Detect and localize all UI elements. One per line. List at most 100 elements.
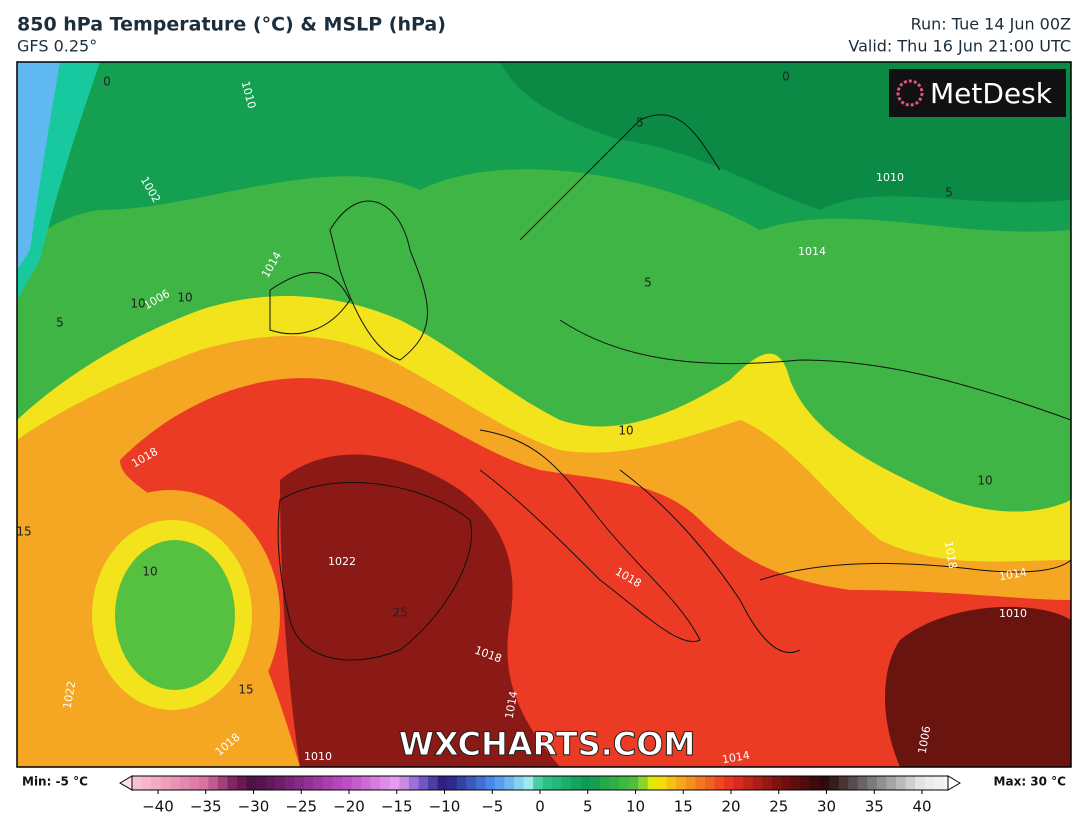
colorbar-segment (332, 776, 343, 790)
colorbar-tick-label: 40 (912, 798, 931, 816)
colorbar-segment (781, 776, 792, 790)
colorbar-segment (743, 776, 754, 790)
logo-icon (896, 79, 924, 107)
colorbar-segment (790, 776, 801, 790)
temperature-label: 10 (618, 424, 633, 438)
logo: MetDesk (930, 77, 1053, 110)
temperature-label: 5 (636, 116, 644, 130)
colorbar-segment (800, 776, 811, 790)
colorbar-tick-label: 0 (535, 798, 545, 816)
colorbar-segment (838, 776, 849, 790)
coast-balkans (619, 469, 801, 653)
temperature-label: 5 (945, 186, 953, 200)
colorbar-segment (265, 776, 276, 790)
isobar-label: 1010 (999, 607, 1027, 620)
colorbar-segment (924, 776, 935, 790)
isobar-label: 1018 (942, 540, 960, 570)
cool-pool (115, 540, 235, 690)
hot-core-east (885, 606, 1071, 767)
colorbar-tick-label: −10 (429, 798, 461, 816)
coast-britain (329, 200, 428, 361)
colorbar-segment (628, 776, 639, 790)
temperature-label: 0 (103, 75, 111, 89)
temperature-label: 0 (782, 70, 790, 84)
colorbar-segment (246, 776, 257, 790)
colorbar-tick-label: −15 (381, 798, 413, 816)
colorbar-segment (447, 776, 458, 790)
colorbar-segment (380, 776, 391, 790)
map-frame (16, 61, 1072, 768)
colorbar-segment (475, 776, 486, 790)
title: 850 hPa Temperature (°C) & MSLP (hPa) (17, 14, 446, 36)
colorbar-tick-label: −30 (238, 798, 270, 816)
colorbar-segment (141, 776, 152, 790)
colorbar-tick-label: −20 (333, 798, 365, 816)
colorbar-segment (523, 776, 534, 790)
colorbar-end (119, 775, 133, 791)
colorbar-segment (810, 776, 821, 790)
colorbar-segment (857, 776, 868, 790)
colorbar-segment (217, 776, 228, 790)
colorbar-segment (275, 776, 286, 790)
run-time: Run: Tue 14 Jun 00Z (911, 15, 1071, 34)
colorbar-segment (284, 776, 295, 790)
coast-black-sea (759, 559, 1071, 581)
temperature-label: 5 (56, 316, 64, 330)
colorbar-segment (132, 776, 143, 790)
isobar-label: 1014 (998, 566, 1028, 584)
colorbar-segment (867, 776, 878, 790)
temperature-label: 25 (392, 606, 407, 620)
colorbar-segment (619, 776, 630, 790)
colorbar-segment (370, 776, 381, 790)
colorbar-min: Min: -5 °C (22, 775, 88, 789)
colorbar-segment (227, 776, 238, 790)
colorbar-segment (456, 776, 467, 790)
temperature-label: 10 (177, 291, 192, 305)
colorbar-segment (170, 776, 181, 790)
colorbar-tick-label: 5 (583, 798, 593, 816)
isobar-label: 1022 (61, 680, 79, 710)
valid-time: Valid: Thu 16 Jun 21:00 UTC (848, 37, 1071, 56)
colorbar-segment (256, 776, 267, 790)
colorbar-segment (514, 776, 525, 790)
colorbar-segment (408, 776, 419, 790)
colorbar-segment (685, 776, 696, 790)
colorbar-segment (485, 776, 496, 790)
coast-iberia (277, 482, 472, 661)
temperature-label: 10 (130, 297, 145, 311)
map: 1010100210141006101810221018101810141010… (17, 62, 1071, 767)
colorbar-segment (303, 776, 314, 790)
colorbar-max: Max: 30 °C (994, 775, 1067, 789)
colorbar-segment (361, 776, 372, 790)
colorbar-tick-label: 35 (865, 798, 884, 816)
colorbar-segment (657, 776, 668, 790)
colorbar-segment (752, 776, 763, 790)
colorbar-segment (714, 776, 725, 790)
colorbar-tick-label: −25 (285, 798, 317, 816)
colorbar-segment (237, 776, 248, 790)
colorbar-segment (886, 776, 897, 790)
colorbar-segment (724, 776, 735, 790)
colorbar-tick-label: 15 (674, 798, 693, 816)
border-line (559, 319, 1071, 421)
colorbar-segment (189, 776, 200, 790)
colorbar-segment (666, 776, 677, 790)
colorbar-segment (934, 776, 945, 790)
temperature-label: 10 (977, 474, 992, 488)
colorbar-segment (733, 776, 744, 790)
colorbar-segment (771, 776, 782, 790)
watermark: WXCHARTS.COM (399, 725, 696, 763)
colorbar-segment (504, 776, 515, 790)
temperature-label: 15 (238, 683, 253, 697)
colorbar-segment (179, 776, 190, 790)
colorbar-segment (342, 776, 353, 790)
coast-ireland (269, 272, 351, 335)
colorbar: −40 −35 −30 −25 −20 −15 −10 −5 0 5 10 15 20 25 30 35 40 (119, 775, 961, 816)
isobar-label: 1010 (876, 171, 904, 184)
isobar-label: 1010 (304, 750, 332, 763)
temperature-label: 10 (142, 565, 157, 579)
colorbar-segment (762, 776, 773, 790)
colorbar-segment (599, 776, 610, 790)
colorbar-segment (542, 776, 553, 790)
